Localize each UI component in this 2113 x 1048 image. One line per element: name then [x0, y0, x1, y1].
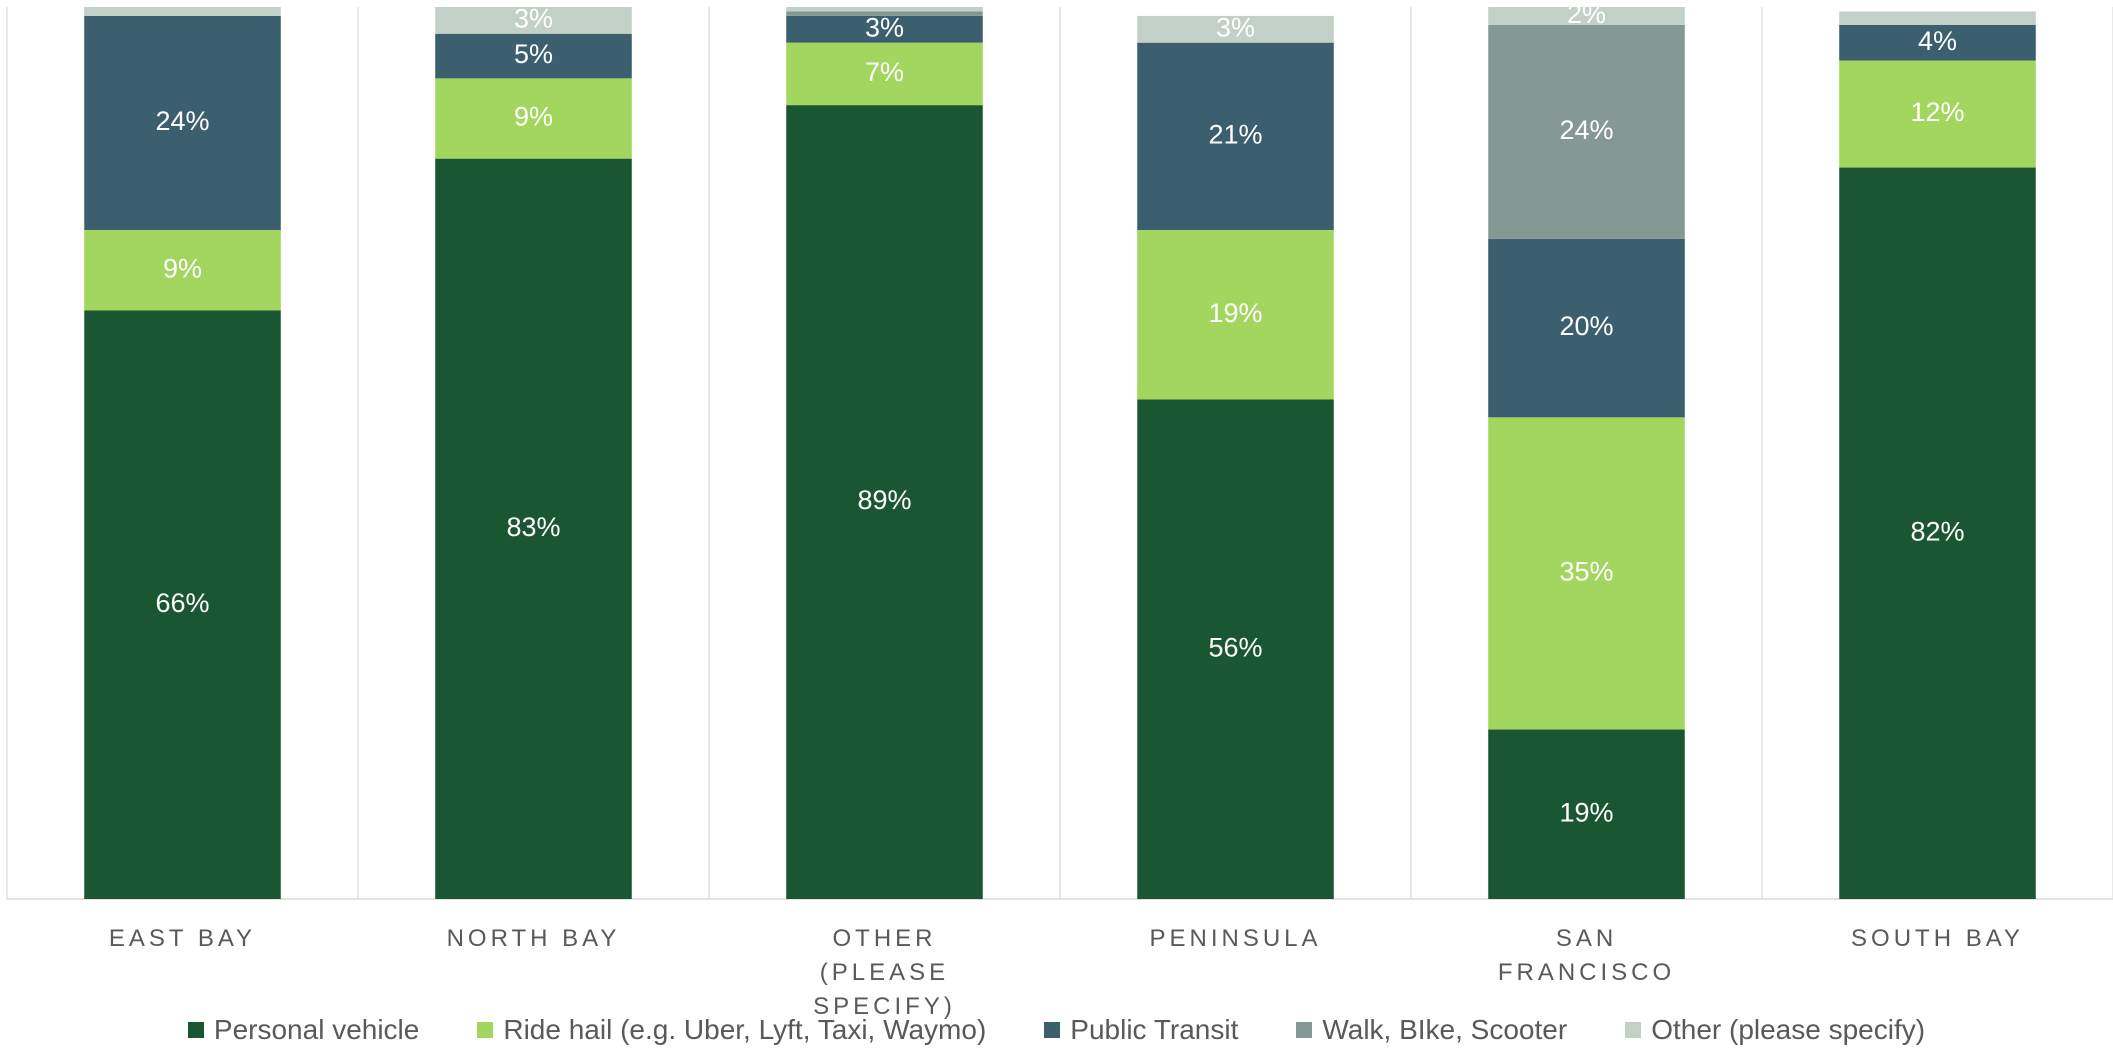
data-label: 9% [514, 102, 553, 132]
data-label: 19% [1559, 797, 1613, 827]
bar-segment [1839, 167, 2036, 899]
bar-segment [435, 7, 632, 34]
legend-item: Personal vehicle [187, 1014, 420, 1046]
bar-segment [1839, 11, 2036, 25]
data-label: 20% [1559, 311, 1613, 341]
bar-segment [435, 158, 632, 899]
data-label: 3% [514, 4, 553, 34]
legend-label: Personal vehicle [213, 1014, 420, 1045]
bar-segment [435, 33, 632, 79]
data-label: 2% [1567, 0, 1606, 29]
bar-segment [435, 78, 632, 159]
bar-segment [1137, 42, 1334, 231]
data-label: 24% [1559, 115, 1613, 145]
x-tick-label: SAN FRANCISCO [1497, 925, 1676, 986]
legend-swatch [1296, 1022, 1313, 1038]
bar-segment [1137, 230, 1334, 400]
legend-label: Walk, BIke, Scooter [1322, 1014, 1568, 1045]
data-label: 19% [1208, 298, 1262, 328]
data-label: 83% [506, 512, 560, 542]
data-label: 24% [155, 106, 209, 136]
bar-segment [786, 105, 983, 900]
x-tick-label: SOUTH BAY [1851, 925, 2024, 952]
legend-item: Ride hail (e.g. Uber, Lyft, Taxi, Waymo) [477, 1014, 986, 1046]
legend-swatch [187, 1022, 204, 1038]
x-tick-label: NORTH BAY [446, 925, 621, 952]
data-label: 5% [514, 39, 553, 69]
bar-segment [84, 230, 281, 311]
bar-segment [1839, 24, 2036, 61]
legend-item: Walk, BIke, Scooter [1296, 1014, 1567, 1046]
bar-segment [1839, 60, 2036, 168]
bar-segment [1137, 399, 1334, 899]
legend-swatch [1044, 1022, 1061, 1038]
bar-segment [1137, 15, 1334, 43]
data-label: 89% [857, 485, 911, 515]
data-label: 4% [1918, 26, 1957, 56]
legend-item: Public Transit [1044, 1014, 1238, 1046]
bar-segment [1488, 7, 1685, 25]
x-tick-label: OTHER (PLEASE SPECIFY) [813, 925, 956, 1020]
bar-segment [1488, 238, 1685, 418]
bar-segment [1488, 24, 1685, 239]
legend-swatch [1625, 1022, 1642, 1038]
data-label: 82% [1910, 516, 1964, 546]
plot: 66% 9% 24% 83% 9% 5% 3% 89% 7% 3% 56% 19% 21% 3% 19% 35… [6, 0, 2113, 900]
legend: Personal vehicle Ride hail (e.g. Uber, Ly… [0, 1014, 2113, 1046]
legend-label: Other (please specify) [1651, 1014, 1926, 1045]
legend-label: Ride hail (e.g. Uber, Lyft, Taxi, Waymo) [503, 1014, 987, 1045]
bar-segment [786, 11, 983, 16]
data-label: 3% [865, 12, 904, 42]
bar-segment [1488, 729, 1685, 899]
bar-segment [84, 7, 281, 16]
data-label: 56% [1208, 632, 1262, 662]
data-label: 35% [1559, 557, 1613, 587]
data-label: 66% [155, 588, 209, 618]
bar-segment [84, 310, 281, 899]
data-label: 21% [1208, 119, 1262, 149]
bar-segment [786, 42, 983, 106]
data-label: 7% [865, 57, 904, 87]
data-label: 9% [163, 253, 202, 283]
x-tick-label: EAST BAY [108, 925, 257, 952]
legend-swatch [477, 1022, 494, 1038]
bar-segment [84, 15, 281, 231]
legend-label: Public Transit [1070, 1014, 1239, 1045]
bar-segment [786, 15, 983, 43]
bar-segment [786, 7, 983, 12]
bar-segment [1488, 417, 1685, 730]
data-label: 12% [1910, 97, 1964, 127]
data-label: 3% [1216, 12, 1255, 42]
legend-item: Other (please specify) [1625, 1014, 1925, 1046]
x-tick-label: PENINSULA [1149, 925, 1322, 952]
